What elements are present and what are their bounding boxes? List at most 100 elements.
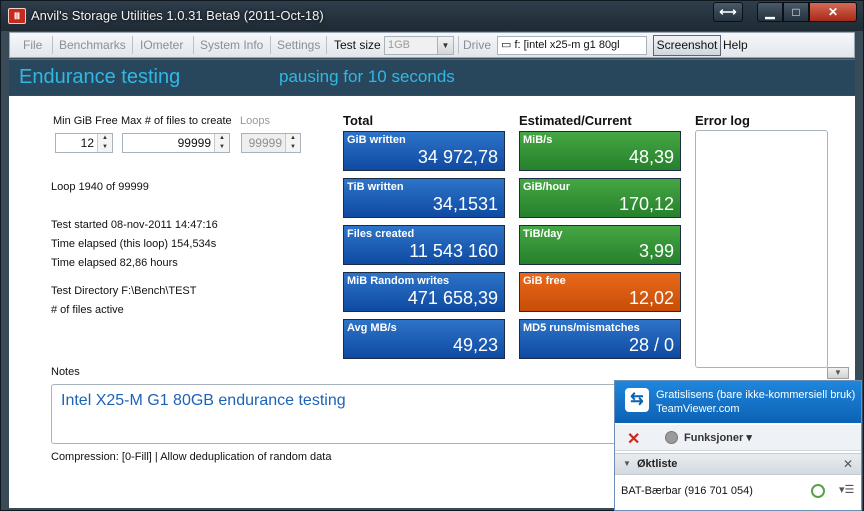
functions-label: Funksjoner: [684, 432, 744, 444]
functions-icon: [665, 431, 678, 444]
functions-menu[interactable]: Funksjoner ▾: [684, 432, 752, 444]
main-content: Min GiB Free 12 ▲ ▼ Max # of files to cre…: [9, 96, 855, 508]
test-size-select[interactable]: 1GB ▼: [384, 36, 454, 55]
total-heading: Total: [343, 113, 374, 128]
tile-gib-free: GiB free 12,02: [519, 272, 681, 312]
drive-value: f: [intel x25-m g1 80gl: [514, 39, 620, 51]
tile-label: MiB/s: [523, 134, 553, 146]
test-directory: Test Directory F:\Bench\TEST: [51, 285, 197, 297]
menu-system-info[interactable]: System Info: [200, 38, 264, 52]
anvil-icon: Ⅲ: [8, 8, 26, 24]
time-elapsed-loop: Time elapsed (this loop) 154,534s: [51, 238, 217, 250]
tile-label: GiB free: [523, 275, 566, 287]
estimated-heading: Estimated/Current: [519, 113, 632, 128]
tile-value: 471 658,39: [407, 288, 498, 308]
min-gib-free-value: 12: [80, 136, 94, 150]
loops-label: Loops: [240, 115, 270, 127]
menu-bar: File Benchmarks IOmeter System Info Sett…: [9, 32, 855, 58]
tile-tib-day: TiB/day 3,99: [519, 225, 681, 265]
menu-help[interactable]: Help: [723, 38, 748, 52]
menu-iometer[interactable]: IOmeter: [140, 38, 184, 52]
time-elapsed: Time elapsed 82,86 hours: [51, 257, 178, 269]
connection-status-icon: [811, 484, 825, 498]
status-text: pausing for 10 seconds: [279, 67, 455, 86]
drive-icon: ▭: [501, 39, 515, 51]
session-row[interactable]: BAT-Bærbar (916 701 054) ▾☰: [615, 478, 861, 504]
chevron-down-icon: ▼: [437, 37, 453, 54]
tile-value: 49,23: [452, 335, 498, 355]
tile-label: GiB/hour: [523, 181, 571, 193]
tile-label: Files created: [347, 228, 415, 240]
chevron-down-icon: ▼: [623, 459, 631, 468]
loops-input[interactable]: 99999 ▲ ▼: [241, 133, 301, 153]
window-title: Anvil's Storage Utilities 1.0.31 Beta9 (…: [31, 8, 324, 23]
session-list-header[interactable]: ▼ Øktliste ✕: [615, 453, 861, 475]
tile-md5-runs: MD5 runs/mismatches 28 / 0: [519, 319, 681, 359]
notes-field[interactable]: Intel X25-M G1 80GB endurance testing: [51, 384, 625, 444]
error-log-heading: Error log: [695, 113, 750, 128]
menu-divider: [193, 36, 194, 54]
max-files-label: Max # of files to create: [121, 115, 232, 127]
menu-divider: [132, 36, 133, 54]
session-list-title: Øktliste: [637, 458, 678, 470]
screenshot-button[interactable]: Screenshot: [653, 35, 721, 56]
drive-select[interactable]: ▭ f: [intel x25-m g1 80gl: [497, 36, 647, 55]
tile-value: 28 / 0: [628, 335, 674, 355]
test-started: Test started 08-nov-2011 14:47:16: [51, 219, 218, 231]
menu-file[interactable]: File: [23, 38, 43, 52]
max-files-value: 99999: [177, 136, 211, 150]
tile-value: 170,12: [618, 194, 674, 214]
maximize-button[interactable]: □: [783, 2, 809, 22]
chevron-down-icon[interactable]: ▼: [827, 367, 849, 379]
tile-value: 12,02: [628, 288, 674, 308]
page-title: Endurance testing: [19, 66, 181, 88]
error-log-box[interactable]: [695, 130, 828, 368]
test-size-label: Test size: [334, 38, 381, 52]
files-active: # of files active: [51, 304, 124, 316]
drive-label: Drive: [463, 38, 492, 52]
close-icon[interactable]: ✕: [627, 431, 641, 448]
tile-value: 34,1531: [432, 194, 498, 214]
tile-gib-hour: GiB/hour 170,12: [519, 178, 681, 218]
menu-divider: [326, 36, 327, 54]
teamviewer-header[interactable]: ⇆ Gratislisens (bare ikke-kommersiell br…: [615, 381, 861, 423]
tile-label: GiB written: [347, 134, 406, 146]
teamviewer-toolbar: ✕ Funksjoner ▾: [615, 425, 861, 451]
loop-counter: Loop 1940 of 99999: [51, 181, 149, 193]
resize-button[interactable]: ⟷: [713, 2, 743, 22]
minimize-button[interactable]: ▁: [757, 2, 783, 22]
teamviewer-panel: ⇆ Gratislisens (bare ikke-kommersiell br…: [614, 380, 862, 511]
loops-value: 99999: [248, 136, 282, 150]
tile-label: Avg MB/s: [347, 322, 397, 334]
tile-files-created: Files created 11 543 160: [343, 225, 505, 265]
menu-settings[interactable]: Settings: [277, 38, 321, 52]
tile-value: 3,99: [638, 241, 674, 261]
close-icon[interactable]: ✕: [842, 457, 853, 471]
tile-mibs: MiB/s 48,39: [519, 131, 681, 171]
test-size-value: 1GB: [388, 39, 411, 51]
spinner-icon[interactable]: ▲ ▼: [97, 134, 112, 152]
teamviewer-link[interactable]: TeamViewer.com: [656, 403, 740, 415]
tile-value: 11 543 160: [409, 241, 498, 261]
license-text: Gratislisens (bare ikke-kommersiell bruk…: [656, 389, 856, 401]
min-gib-free-input[interactable]: 12 ▲ ▼: [55, 133, 113, 153]
tile-label: TiB/day: [523, 228, 563, 240]
header-band: Endurance testing pausing for 10 seconds: [9, 59, 855, 95]
max-files-input[interactable]: 99999 ▲ ▼: [122, 133, 230, 153]
menu-icon[interactable]: ▾☰: [839, 484, 855, 496]
menu-divider: [52, 36, 53, 54]
close-button[interactable]: ✕: [809, 2, 857, 22]
title-bar: Ⅲ Anvil's Storage Utilities 1.0.31 Beta9…: [1, 1, 863, 31]
tile-label: MD5 runs/mismatches: [523, 322, 640, 334]
spinner-icon[interactable]: ▲ ▼: [214, 134, 229, 152]
tile-label: MiB Random writes: [347, 275, 450, 287]
spinner-icon[interactable]: ▲ ▼: [285, 134, 300, 152]
tile-label: TiB written: [347, 181, 404, 193]
notes-label: Notes: [51, 366, 80, 378]
menu-benchmarks[interactable]: Benchmarks: [59, 38, 126, 52]
min-gib-free-label: Min GiB Free: [53, 115, 118, 127]
tile-value: 48,39: [628, 147, 674, 167]
tile-mib-random-writes: MiB Random writes 471 658,39: [343, 272, 505, 312]
tile-value: 34 972,78: [417, 147, 498, 167]
